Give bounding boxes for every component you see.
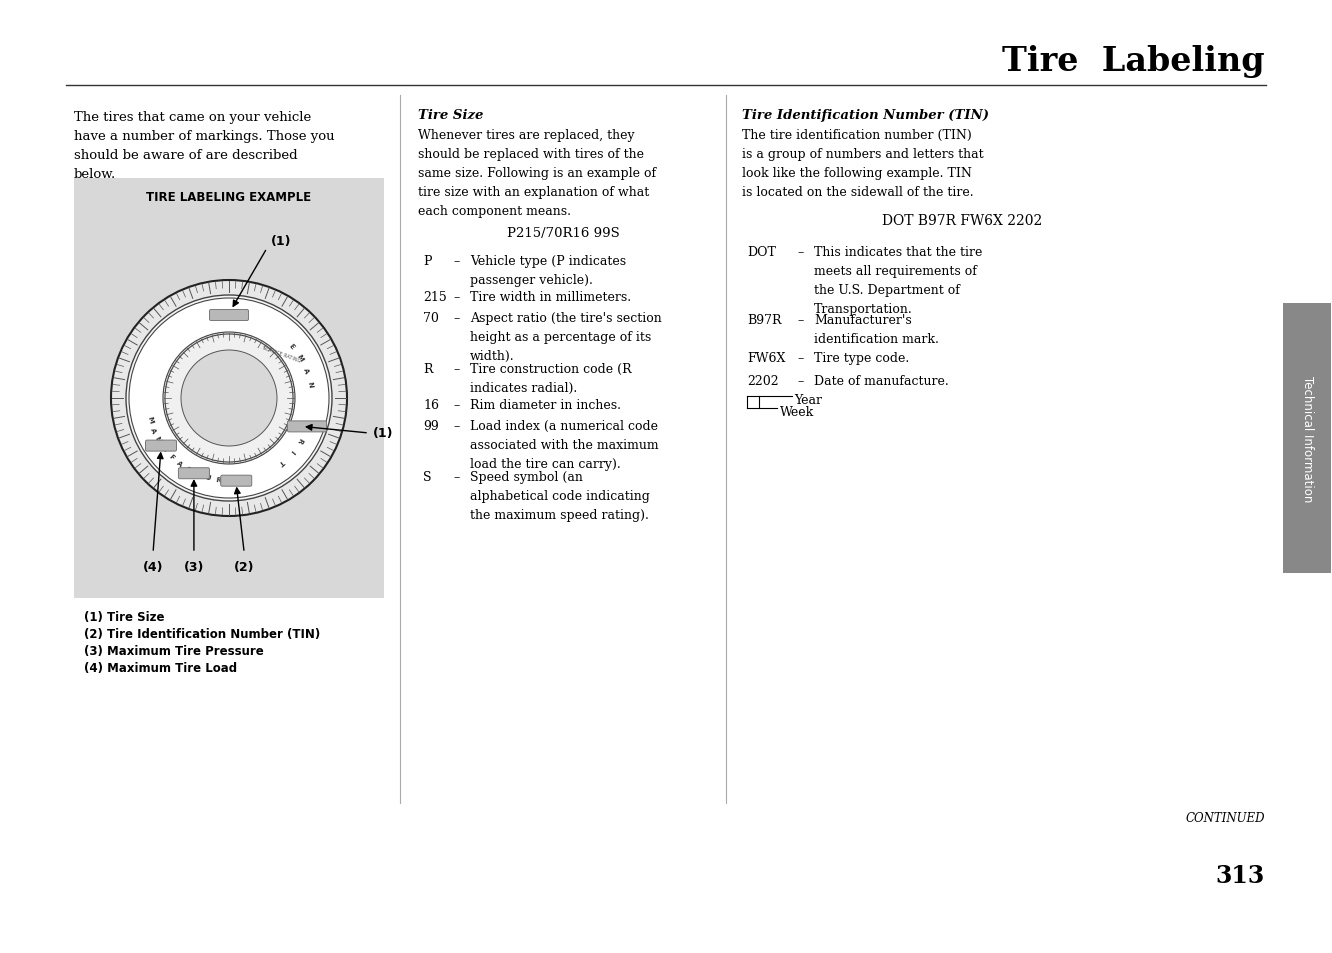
Text: 2202: 2202 [747,375,779,388]
Bar [75,179,384,598]
Text: DOT B97R FW6X 2202: DOT B97R FW6X 2202 [882,213,1042,228]
FancyBboxPatch shape [221,476,252,487]
Text: A: A [149,426,157,434]
Text: R: R [237,476,242,483]
Text: –: – [453,471,460,483]
FancyBboxPatch shape [145,440,177,452]
Text: Year: Year [794,394,822,407]
Text: A: A [302,367,310,375]
Text: CONTINUED: CONTINUED [1185,812,1265,824]
Text: FW6X: FW6X [747,352,786,365]
Text: B97R: B97R [747,314,782,327]
Text: (2) Tire Identification Number (TIN): (2) Tire Identification Number (TIN) [84,627,320,640]
Text: Date of manufacture.: Date of manufacture. [814,375,948,388]
Text: DOT: DOT [747,246,775,258]
Text: Load index (a numerical code
associated with the maximum
load the tire can carry: Load index (a numerical code associated … [470,419,658,471]
FancyBboxPatch shape [178,468,209,479]
Text: M: M [147,416,153,424]
Text: Tire width in millimeters.: Tire width in millimeters. [470,291,631,304]
Text: TIRE LABELING EXAMPLE: TIRE LABELING EXAMPLE [147,191,312,204]
Text: –: – [797,352,803,365]
Text: (4): (4) [143,560,164,574]
Text: M: M [296,354,304,362]
Text: R: R [424,363,433,375]
Text: U: U [160,444,168,453]
Text: P: P [424,254,432,268]
Text: C: C [184,466,192,474]
Text: (1): (1) [270,234,292,248]
Text: R: R [216,476,221,483]
Text: Tire  Labeling: Tire Labeling [1003,45,1265,77]
Text: Tire Size: Tire Size [418,109,484,122]
Text: U: U [204,474,212,481]
Text: Aspect ratio (the tire's section
height as a percentage of its
width).: Aspect ratio (the tire's section height … [470,312,662,363]
FancyBboxPatch shape [288,421,326,433]
Text: Technical Information: Technical Information [1300,375,1313,501]
Circle shape [181,351,277,447]
Circle shape [111,281,348,517]
Text: Rim diameter in inches.: Rim diameter in inches. [470,398,621,412]
Text: –: – [797,375,803,388]
Text: 313: 313 [1216,863,1265,887]
Text: Whenever tires are replaced, they
should be replaced with tires of the
same size: Whenever tires are replaced, they should… [418,129,657,218]
Text: E: E [226,477,232,483]
Text: SERVICE RATING: SERVICE RATING [261,344,301,363]
Text: Speed symbol (an
alphabetical code indicating
the maximum speed rating).: Speed symbol (an alphabetical code indic… [470,471,650,521]
Circle shape [127,295,332,501]
Text: F: F [168,453,174,460]
Text: –: – [453,312,460,325]
Text: –: – [453,419,460,433]
Text: The tire identification number (TIN)
is a group of numbers and letters that
look: The tire identification number (TIN) is … [742,129,983,199]
Text: (1) Tire Size: (1) Tire Size [84,610,164,623]
Text: –: – [453,254,460,268]
Circle shape [163,333,294,464]
Text: Manufacturer's
identification mark.: Manufacturer's identification mark. [814,314,939,346]
Text: E: E [288,342,296,350]
Circle shape [165,335,293,462]
Text: P215/70R16 99S: P215/70R16 99S [506,227,619,240]
Text: (1): (1) [373,426,393,439]
Text: (2): (2) [234,560,254,574]
Text: –: – [453,291,460,304]
Text: Tire type code.: Tire type code. [814,352,910,365]
Text: Vehicle type (P indicates
passenger vehicle).: Vehicle type (P indicates passenger vehi… [470,254,626,287]
Text: T: T [278,457,285,465]
Text: –: – [797,314,803,327]
Text: N: N [306,381,313,388]
Text: 215: 215 [424,291,446,304]
Circle shape [129,298,329,498]
Text: E: E [302,423,309,430]
FancyBboxPatch shape [209,310,249,321]
Text: R: R [296,436,304,443]
Text: (4) Maximum Tire Load: (4) Maximum Tire Load [84,661,237,675]
Text: 99: 99 [424,419,438,433]
Text: –: – [453,363,460,375]
Text: 70: 70 [424,312,438,325]
Text: N: N [155,436,163,443]
Text: The tires that came on your vehicle
have a number of markings. Those you
should : The tires that came on your vehicle have… [75,111,334,181]
Text: –: – [453,398,460,412]
Text: This indicates that the tire
meets all requirements of
the U.S. Department of
Tr: This indicates that the tire meets all r… [814,246,983,315]
Text: T: T [194,471,201,478]
Text: Week: Week [781,406,814,418]
Text: Tire Identification Number (TIN): Tire Identification Number (TIN) [742,109,988,122]
Text: 16: 16 [424,398,440,412]
Text: –: – [797,246,803,258]
Bar [1283,304,1331,574]
Text: (3) Maximum Tire Pressure: (3) Maximum Tire Pressure [84,644,264,658]
Text: S: S [424,471,432,483]
Text: A: A [174,459,182,468]
Text: Tire construction code (R
indicates radial).: Tire construction code (R indicates radi… [470,363,631,395]
Text: (3): (3) [184,560,204,574]
Text: I: I [289,448,294,455]
